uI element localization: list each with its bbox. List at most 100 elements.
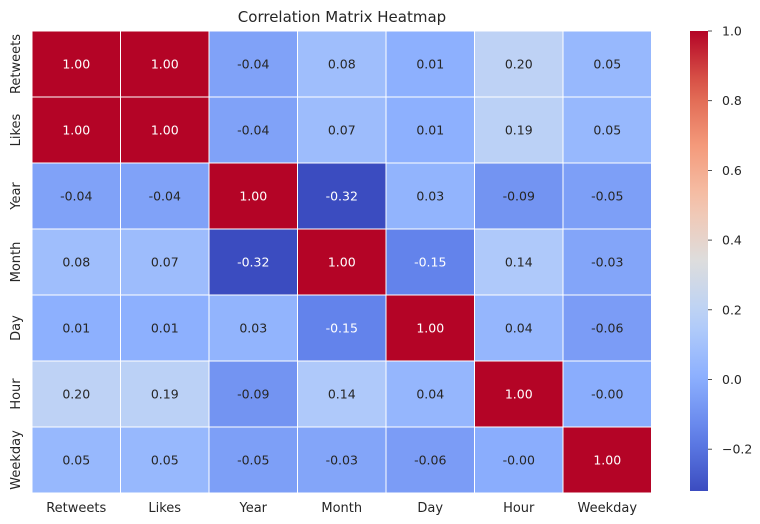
heatmap-cell <box>562 96 652 164</box>
x-tick-label: Year <box>238 501 267 516</box>
colorbar-tick-label: 0.8 <box>722 93 742 108</box>
heatmap-cell <box>120 30 210 98</box>
heatmap-cell <box>120 360 210 428</box>
cell-value-label: 0.05 <box>62 453 90 468</box>
heatmap-cell <box>297 162 387 230</box>
cell-value-label: 1.00 <box>593 453 621 468</box>
cell-value-label: -0.03 <box>591 255 623 270</box>
heatmap-cell <box>297 30 387 98</box>
colorbar: 1.0 0.8 0.6 0.4 0.2 0.0 −0.2 <box>690 24 752 491</box>
cell-value-label: 1.00 <box>62 123 90 138</box>
cell-value-label: -0.15 <box>326 321 358 336</box>
cell-value-label: 1.00 <box>416 321 444 336</box>
heatmap-cell <box>208 360 298 428</box>
heatmap-cell <box>474 426 564 494</box>
heatmap-cell <box>208 294 298 362</box>
colorbar-tick-label: 0.0 <box>722 372 742 387</box>
x-tick-label: Hour <box>503 501 535 516</box>
heatmap-cell <box>297 228 387 296</box>
colorbar-tick-label: 1.0 <box>722 24 742 39</box>
cell-value-label: 0.07 <box>151 255 179 270</box>
heatmap-cell <box>31 294 121 362</box>
y-tick-label: Day <box>9 315 24 341</box>
cell-value-label: 1.00 <box>151 57 179 72</box>
cell-value-label: 0.08 <box>328 57 356 72</box>
cell-value-label: 0.01 <box>416 123 444 138</box>
heatmap-cell <box>120 162 210 230</box>
cell-value-label: 0.14 <box>505 255 533 270</box>
cell-value-label: 0.03 <box>416 189 444 204</box>
cell-value-label: -0.06 <box>591 321 623 336</box>
heatmap-cell <box>31 96 121 164</box>
x-tick-label: Weekday <box>577 501 637 516</box>
cell-value-label: 0.20 <box>62 387 90 402</box>
cell-value-label: 1.00 <box>239 189 267 204</box>
cell-value-label: 0.14 <box>328 387 356 402</box>
cell-value-label: 0.05 <box>593 57 621 72</box>
colorbar-tick-label: 0.6 <box>722 163 742 178</box>
cell-value-label: 0.01 <box>62 321 90 336</box>
y-tick-label: Retweets <box>9 34 24 94</box>
cell-value-label: 0.20 <box>505 57 533 72</box>
heatmap-cell <box>208 96 298 164</box>
cell-value-label: -0.32 <box>326 189 358 204</box>
x-tick-label: Day <box>417 501 443 516</box>
heatmap-cell <box>562 162 652 230</box>
cell-value-label: -0.04 <box>60 189 92 204</box>
cell-value-label: 0.19 <box>505 123 533 138</box>
y-tick-label: Month <box>9 242 24 283</box>
cell-value-label: -0.03 <box>326 453 358 468</box>
y-tick-label: Weekday <box>9 430 24 490</box>
heatmap-cell <box>31 426 121 494</box>
heatmap-cell <box>562 426 652 494</box>
heatmap-cell <box>562 228 652 296</box>
cell-value-label: 0.01 <box>151 321 179 336</box>
cell-value-label: -0.04 <box>149 189 181 204</box>
heatmap-cell <box>120 228 210 296</box>
heatmap-cell <box>297 360 387 428</box>
cell-value-label: -0.00 <box>503 453 535 468</box>
x-axis: Retweets Likes Year Month Day Hour Weekday <box>46 501 637 516</box>
colorbar-tick-label: 0.4 <box>722 233 742 248</box>
cell-value-label: -0.09 <box>237 387 269 402</box>
x-tick-label: Retweets <box>46 501 106 516</box>
heatmap-cells: 1.00 1.00 -0.04 0.08 0.01 0.20 0.05 1.00 1.00 -0.… <box>31 30 652 494</box>
cell-value-label: -0.06 <box>414 453 446 468</box>
heatmap-cell <box>474 162 564 230</box>
y-tick-label: Year <box>9 182 24 211</box>
x-tick-label: Likes <box>148 501 181 516</box>
cell-value-label: -0.05 <box>591 189 623 204</box>
y-tick-label: Hour <box>9 378 24 410</box>
heatmap-cell <box>385 426 475 494</box>
colorbar-gradient <box>690 31 708 491</box>
heatmap-cell <box>474 96 564 164</box>
heatmap-cell <box>31 30 121 98</box>
heatmap-cell <box>31 228 121 296</box>
cell-value-label: 0.04 <box>505 321 533 336</box>
cell-value-label: -0.00 <box>591 387 623 402</box>
cell-value-label: -0.15 <box>414 255 446 270</box>
colorbar-ticks: 1.0 0.8 0.6 0.4 0.2 0.0 −0.2 <box>708 24 752 457</box>
chart-title: Correlation Matrix Heatmap <box>238 8 446 26</box>
cell-value-label: -0.09 <box>503 189 535 204</box>
cell-value-label: 1.00 <box>62 57 90 72</box>
cell-value-label: -0.05 <box>237 453 269 468</box>
heatmap-cell <box>562 360 652 428</box>
cell-value-label: -0.32 <box>237 255 269 270</box>
heatmap-cell <box>562 294 652 362</box>
cell-value-label: -0.04 <box>237 57 269 72</box>
heatmap-cell <box>385 162 475 230</box>
cell-value-label: 0.08 <box>62 255 90 270</box>
y-axis: Retweets Likes Year Month Day Hour Weekday <box>9 34 24 490</box>
heatmap-cell <box>208 30 298 98</box>
heatmap-cell <box>385 30 475 98</box>
cell-value-label: 0.05 <box>151 453 179 468</box>
heatmap-cell <box>31 360 121 428</box>
heatmap-cell <box>474 30 564 98</box>
cell-value-label: 1.00 <box>505 387 533 402</box>
colorbar-tick-label: 0.2 <box>722 302 742 317</box>
cell-value-label: -0.04 <box>237 123 269 138</box>
x-tick-label: Month <box>321 501 362 516</box>
heatmap-cell <box>208 162 298 230</box>
